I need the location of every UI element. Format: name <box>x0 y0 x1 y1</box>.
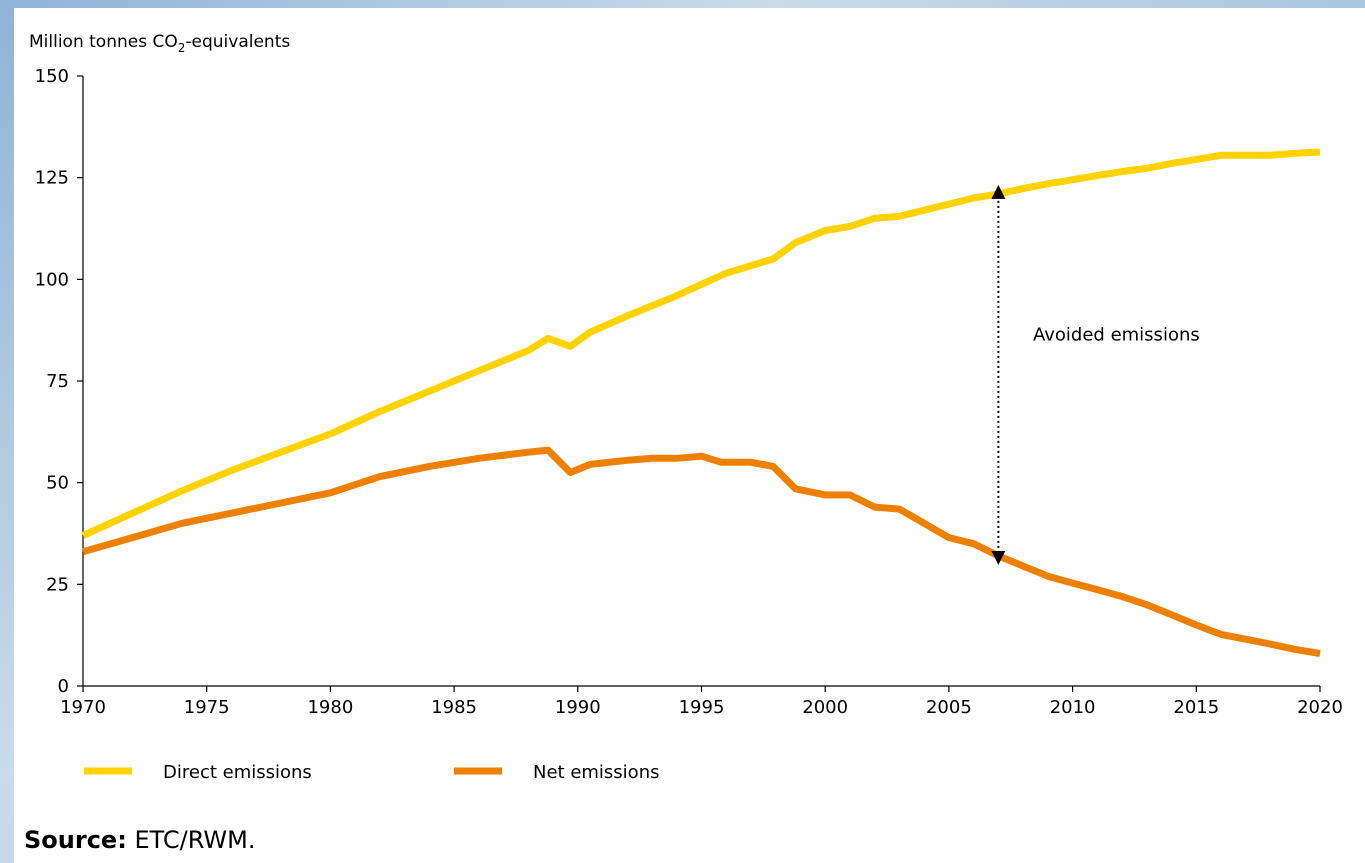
x-tick-label: 1980 <box>307 697 353 718</box>
annotation-group: Avoided emissions <box>991 184 1200 565</box>
y-tick-label: 0 <box>58 676 69 697</box>
x-tick-label: 1985 <box>431 697 477 718</box>
y-axis-title: Million tonnes CO2-equivalents <box>29 32 290 55</box>
y-tick-label: 25 <box>46 574 69 595</box>
legend-label-direct: Direct emissions <box>163 762 312 783</box>
chart-panel <box>14 8 1365 863</box>
legend: Direct emissions Net emissions <box>84 762 659 783</box>
x-tick-label: 2020 <box>1297 697 1343 718</box>
y-tick-label: 50 <box>46 473 69 494</box>
series-line-net <box>82 446 1321 657</box>
series-line-direct <box>81 148 1321 539</box>
x-tick-label: 2005 <box>926 697 972 718</box>
y-tick-label: 125 <box>35 168 69 189</box>
x-tick-label: 1995 <box>679 697 725 718</box>
source-note: Source: ETC/RWM. <box>24 826 256 854</box>
series-lines <box>81 148 1321 657</box>
legend-label-net: Net emissions <box>533 762 659 783</box>
x-tick-label: 2000 <box>802 697 848 718</box>
x-tick-label: 1970 <box>60 697 106 718</box>
x-tick-label: 2010 <box>1050 697 1096 718</box>
annotation-label: Avoided emissions <box>1033 324 1200 345</box>
y-tick-label: 75 <box>46 371 69 392</box>
y-tick-label: 150 <box>35 66 69 87</box>
x-tick-label: 2015 <box>1173 697 1219 718</box>
axes: 0 25 50 75 100 125 150 1970 1975 1980 1985 1990 1995… <box>35 66 1343 718</box>
x-tick-label: 1990 <box>555 697 601 718</box>
x-tick-label: 1975 <box>184 697 230 718</box>
y-tick-label: 100 <box>35 269 69 290</box>
